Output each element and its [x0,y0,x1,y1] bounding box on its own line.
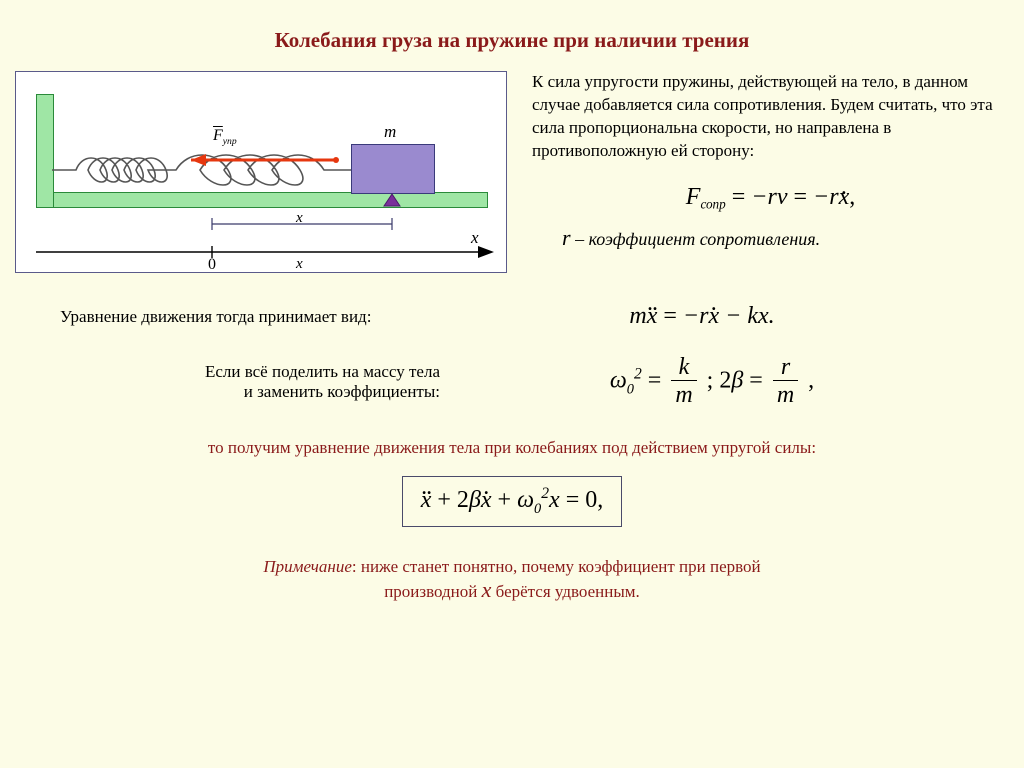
x-axis-label-right: x [471,228,479,248]
mass-label: m [384,122,396,142]
spring-diagram: Fупр m x x x 0 [15,71,507,273]
page-title: Колебания груза на пружине при наличии т… [0,0,1024,71]
x-segment-label: x [296,210,303,227]
row-motion-eq: Уравнение движения тогда принимает вид: … [0,303,1024,330]
substitution-text: Если всё поделить на массу тела и замени… [60,362,460,402]
intro-text-column: К сила упругости пружины, действующей на… [507,71,1009,253]
result-equation-row: x + 2βx + ω02x = 0, [0,476,1024,527]
eq-resistance-force: Fсопр = −rv = −rx, [532,181,1009,213]
intro-paragraph: К сила упругости пружины, действующей на… [532,71,1009,163]
row-substitution: Если всё поделить на массу тела и замени… [0,354,1024,410]
coef-definition: r – коэффициент сопротивления. [532,223,1009,253]
force-label: Fупр [213,127,237,147]
spring-and-arrow [16,72,506,272]
x-axis-label-mid: x [296,256,303,273]
row-intro: Fупр m x x x 0 К сила упругости пружины,… [0,71,1024,273]
motion-equation: mx = −rx − kx. [440,303,964,330]
substitution-equation: ω02 = km ; 2β = rm , [460,354,964,410]
origin-label: 0 [208,256,216,274]
footnote: Примечание: ниже станет понятно, почему … [0,557,1024,603]
boxed-result-equation: x + 2βx + ω02x = 0, [402,476,623,527]
motion-eq-text: Уравнение движения тогда принимает вид: [60,307,440,327]
result-lead-text: то получим уравнение движения тела при к… [0,438,1024,458]
